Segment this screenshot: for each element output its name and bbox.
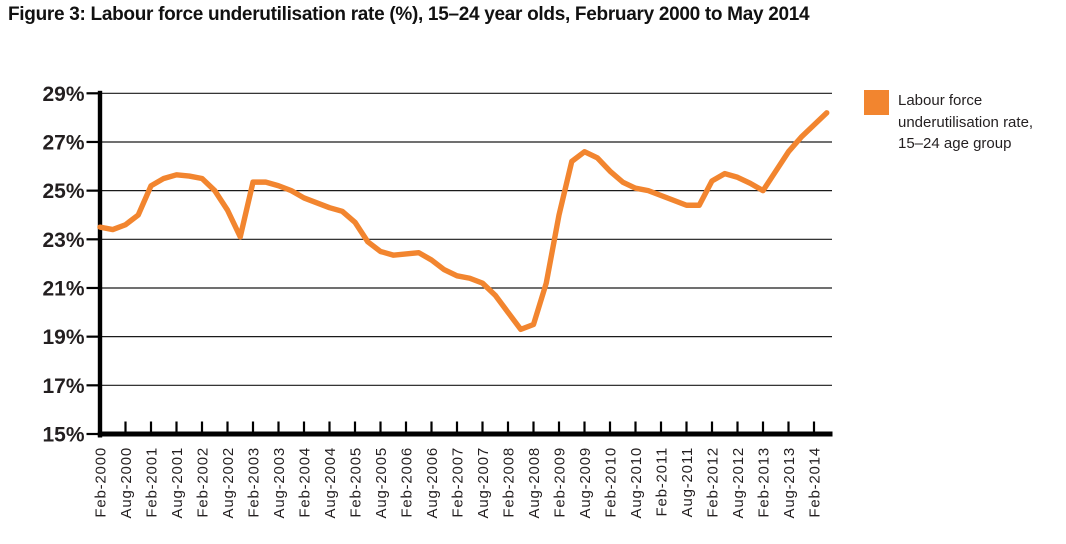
x-axis-tick-label: Feb-2012 [705,447,722,518]
x-axis-tick-label: Aug-2010 [628,447,645,518]
y-axis-tick-label: 27% [42,131,84,154]
data-line [97,110,830,333]
legend-label-line: underutilisation rate, [898,113,1034,131]
x-axis-tick-label: Feb-2010 [603,447,620,518]
x-axis-tick-label: Aug-2001 [169,447,186,518]
x-axis-tick-label: Feb-2006 [399,447,416,518]
x-axis-tick-label: Feb-2001 [144,447,161,518]
x-axis-tick [557,421,561,432]
x-axis-tick-label: Feb-2009 [552,447,569,518]
x-axis-tick [379,421,382,432]
x-axis-tick [659,421,663,432]
y-axis [97,90,103,438]
x-axis-tick [251,421,255,432]
x-axis-tick [761,421,765,432]
x-axis-tick [353,421,357,432]
x-axis-tick-label: Aug-2012 [730,447,747,518]
x-axis-tick [124,421,127,432]
legend: Labour force underutilisation rate, 15–2… [864,90,1033,155]
y-axis-tick [86,140,100,144]
legend-label-line: Labour force [898,92,983,109]
x-axis-tick-label: Aug-2005 [373,447,390,518]
x-axis-tick-label: Feb-2005 [348,447,365,518]
y-axis-tick-label: 19% [42,326,84,349]
x-axis-tick [583,421,586,432]
x-axis-tick [430,421,433,432]
x-axis-tick-label: Aug-2013 [781,447,798,518]
x-axis-tick-label: Feb-2007 [450,447,467,518]
y-axis-tick-label: 23% [42,229,84,252]
y-axis-tick [86,238,100,241]
y-axis-tick [86,189,100,192]
x-axis-tick [634,421,637,432]
y-axis-tick [86,335,100,338]
legend-swatch [864,90,889,115]
legend-label-line: 15–24 age group [898,135,1012,152]
x-axis-tick-label: Feb-2014 [807,447,824,518]
legend-label: Labour force underutilisation rate, 15–2… [898,90,1033,155]
y-axis-tick-label: 29% [42,83,84,106]
x-axis-tick-label: Aug-2004 [322,447,339,518]
x-axis-tick [608,421,612,432]
x-axis-tick [328,421,331,432]
y-axis-tick-label: 15% [42,424,84,447]
x-axis-tick [200,421,204,432]
y-axis-tick-label: 21% [42,277,84,300]
figure-title: Figure 3: Labour force underutilisation … [8,4,810,25]
x-axis-tick-label: Feb-2002 [195,447,212,518]
x-axis-tick-label: Feb-2003 [246,447,263,518]
y-axis-tick [86,92,100,95]
x-axis-tick-label: Aug-2006 [424,447,441,518]
x-axis-tick-label: Aug-2008 [526,447,543,518]
x-axis-tick [532,421,535,432]
x-axis-tick [175,421,178,432]
x-axis-tick-label: Feb-2011 [654,447,671,517]
x-axis-tick [736,421,739,432]
x-axis-tick-label: Aug-2000 [118,447,135,518]
x-axis [97,431,833,437]
x-axis-tick-label: Feb-2013 [756,447,773,518]
x-axis-tick [812,421,816,432]
x-axis-tick [149,421,153,432]
x-axis-tick [481,421,484,432]
x-axis-tick-label: Aug-2007 [475,447,492,518]
x-axis-tick [302,421,306,432]
x-axis-tick [277,421,280,432]
y-axis-tick-label: 17% [42,375,84,398]
y-axis-tick-label: 25% [42,180,84,203]
x-axis-tick [506,421,510,432]
x-axis-tick-label: Feb-2004 [297,447,314,518]
x-axis-tick-label: Feb-2000 [93,447,110,518]
x-axis-tick [226,421,229,432]
x-axis-tick [404,421,408,432]
y-axis-tick [86,384,100,387]
y-axis-tick [86,432,100,436]
y-axis-tick [86,286,100,290]
x-axis-tick [685,421,688,432]
x-axis-tick-label: Aug-2011 [679,447,696,517]
x-axis-tick [455,421,459,432]
x-axis-tick-label: Aug-2003 [271,447,288,518]
x-axis-tick-label: Feb-2008 [501,447,518,518]
x-axis-tick [787,421,790,432]
x-axis-tick [98,421,102,432]
x-axis-tick-label: Aug-2002 [220,447,237,518]
x-axis-tick-label: Aug-2009 [577,447,594,518]
x-axis-tick [710,421,714,432]
